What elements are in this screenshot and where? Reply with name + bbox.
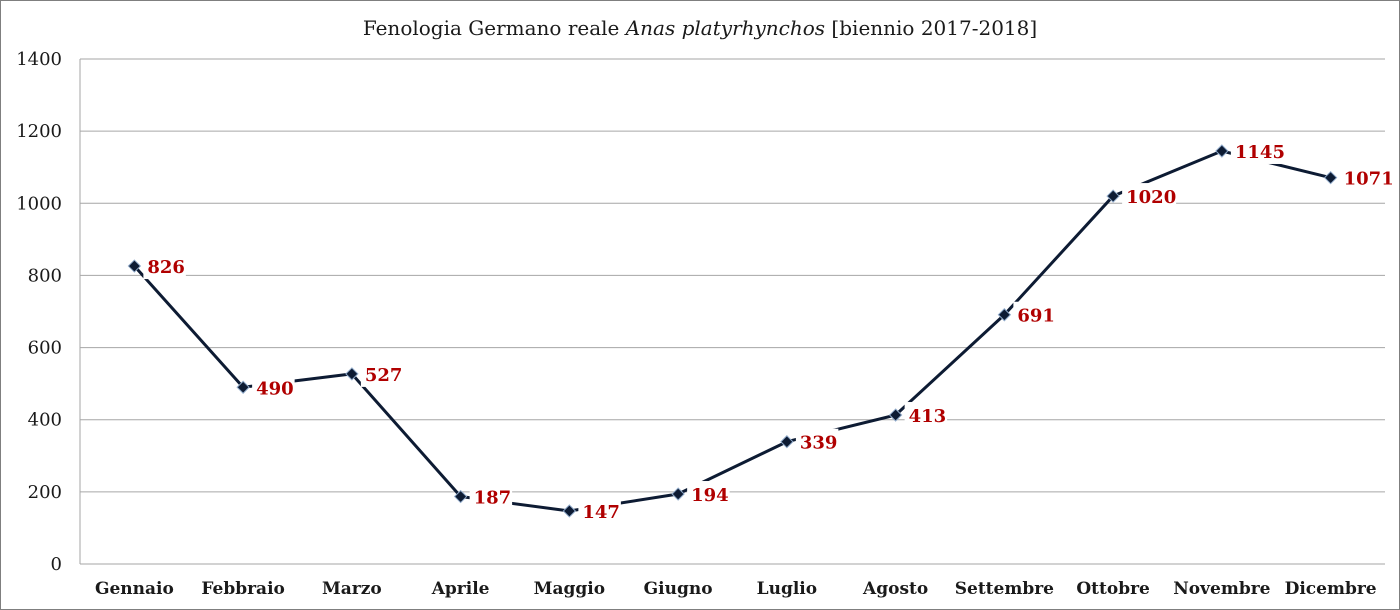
series-segment <box>1002 194 1115 317</box>
chart-title-prefix: Fenologia Germano reale <box>362 16 626 40</box>
data-label: 339 <box>800 433 838 454</box>
data-label: 826 <box>147 257 185 278</box>
x-axis-tick-labels: Gennaio Febbraio Marzo Aprile Maggio Giugno Lu… <box>95 579 1377 599</box>
series-segment <box>894 313 1006 417</box>
series-markers <box>127 144 1338 518</box>
data-label-background <box>1339 164 1394 191</box>
series-line <box>132 149 1333 513</box>
data-label-background <box>1230 137 1285 164</box>
x-tick-label: Aprile <box>431 579 490 599</box>
data-point-marker <box>997 308 1012 322</box>
chart-title: Fenologia Germano reale Anas platyrhynch… <box>0 16 1400 40</box>
y-tick-label: 600 <box>28 338 62 359</box>
series-segment <box>132 264 245 389</box>
data-label-background <box>1122 183 1177 210</box>
x-tick-label: Giugno <box>644 579 713 599</box>
data-point-marker <box>671 487 685 501</box>
data-label: 187 <box>474 488 512 509</box>
gridlines <box>79 58 1385 565</box>
y-tick-label: 0 <box>51 554 62 575</box>
x-tick-label: Luglio <box>757 579 817 599</box>
x-tick-label: Febbraio <box>201 579 285 599</box>
data-point-marker <box>127 259 142 273</box>
x-tick-label: Novembre <box>1173 579 1270 599</box>
y-tick-label: 1400 <box>16 49 62 70</box>
chart-title-species: Anas platyrhynchos <box>625 16 826 40</box>
data-label: 1071 <box>1344 169 1394 190</box>
data-point-marker <box>236 380 250 394</box>
data-label-background <box>687 481 730 508</box>
data-point-marker <box>1323 170 1338 185</box>
x-tick-label: Dicembre <box>1285 579 1377 599</box>
data-label: 413 <box>909 406 947 427</box>
data-point-marker <box>888 408 903 422</box>
y-tick-label: 200 <box>28 482 62 503</box>
data-point-marker <box>345 367 359 381</box>
data-label-background <box>360 360 404 387</box>
data-label-background <box>469 483 513 510</box>
x-tick-label: Marzo <box>322 579 382 599</box>
data-labels: 826 490 527 187 147 194 339 413 691 1020 1145 1071 <box>143 137 1394 524</box>
data-point-marker <box>453 489 468 504</box>
data-point-marker <box>1215 144 1229 158</box>
y-axis-tick-labels: 0 200 400 600 800 1000 1200 1400 <box>16 49 62 575</box>
data-label: 147 <box>582 502 620 523</box>
series-segment <box>350 372 463 499</box>
data-label: 1020 <box>1126 187 1176 208</box>
data-label-background <box>143 253 186 280</box>
data-point-marker <box>780 435 794 449</box>
data-label: 490 <box>256 378 294 399</box>
x-tick-label: Maggio <box>534 579 605 599</box>
data-label: 194 <box>691 485 729 506</box>
data-label: 527 <box>365 365 403 386</box>
data-label-background <box>578 497 621 524</box>
data-label-background <box>252 374 295 401</box>
data-point-marker <box>1106 189 1120 203</box>
data-label-background <box>1013 301 1056 328</box>
data-point-marker <box>562 504 577 518</box>
x-tick-label: Agosto <box>862 579 928 599</box>
data-label-background <box>795 428 839 455</box>
data-label: 1145 <box>1235 142 1285 163</box>
x-tick-label: Gennaio <box>95 579 174 599</box>
x-tick-label: Settembre <box>955 579 1054 599</box>
y-tick-label: 400 <box>28 410 62 431</box>
chart-title-suffix: [biennio 2017-2018] <box>825 16 1038 40</box>
data-label-background <box>904 402 948 429</box>
y-tick-label: 1200 <box>16 121 62 142</box>
data-label: 691 <box>1017 306 1055 327</box>
x-tick-label: Ottobre <box>1076 579 1150 599</box>
y-tick-label: 800 <box>28 265 62 286</box>
y-tick-label: 1000 <box>16 193 62 214</box>
